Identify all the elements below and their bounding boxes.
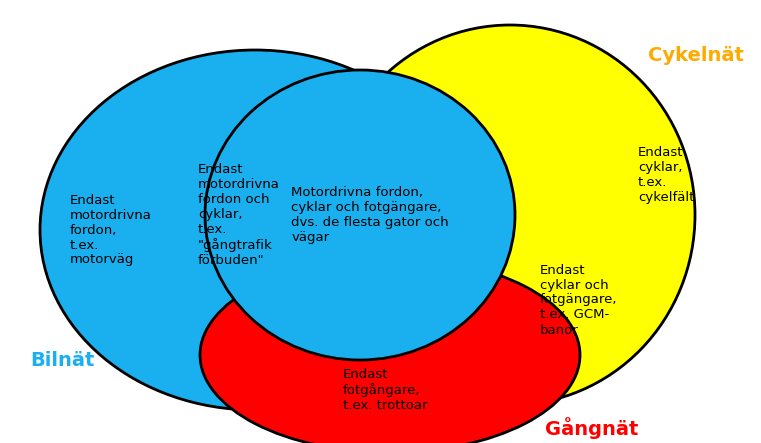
Text: Gångnät: Gångnät: [545, 417, 638, 439]
Text: Motordrivna fordon,
cyklar och fotgängare,
dvs. de flesta gator och
vägar: Motordrivna fordon, cyklar och fotgängar…: [291, 186, 449, 244]
Text: Endast
cyklar och
fotgängare,
t.ex. GCM-
banor: Endast cyklar och fotgängare, t.ex. GCM-…: [540, 264, 617, 337]
Ellipse shape: [205, 70, 515, 360]
Ellipse shape: [200, 257, 580, 443]
Text: Endast
motordrivna
fordon och
cyklar,
t.ex.
"gångtrafik
förbuden": Endast motordrivna fordon och cyklar, t.…: [198, 163, 280, 267]
Text: Endast
cyklar,
t.ex.
cykelfält: Endast cyklar, t.ex. cykelfält: [638, 146, 694, 204]
Ellipse shape: [40, 50, 470, 410]
Text: Endast
fotgångare,
t.ex. trottoar: Endast fotgångare, t.ex. trottoar: [342, 368, 427, 412]
Text: Bilnät: Bilnät: [30, 350, 94, 369]
Text: Cykelnät: Cykelnät: [648, 46, 743, 65]
Ellipse shape: [325, 25, 695, 405]
Text: Endast
motordrivna
fordon,
t.ex.
motorväg: Endast motordrivna fordon, t.ex. motorvä…: [70, 194, 152, 267]
